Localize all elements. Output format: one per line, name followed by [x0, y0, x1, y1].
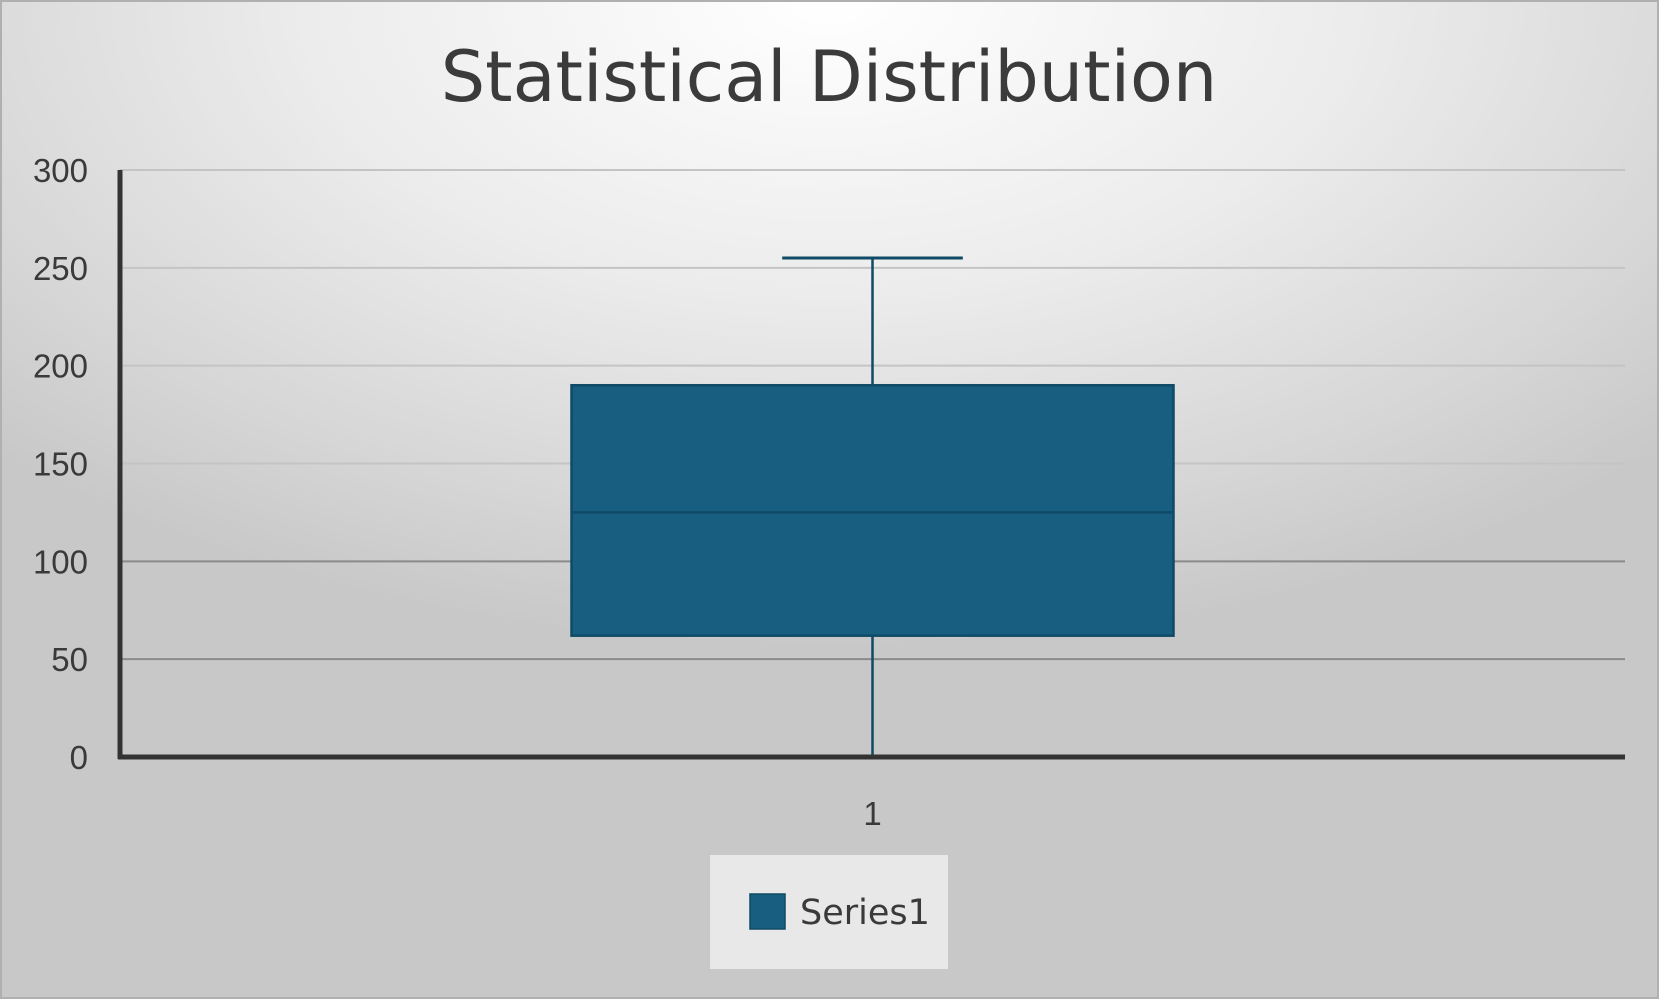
y-tick-label-0: 0 — [70, 739, 88, 776]
y-tick-label-200: 200 — [33, 348, 88, 385]
y-tick-label-100: 100 — [33, 543, 88, 580]
y-tick-label-50: 50 — [51, 641, 88, 678]
x-tick-label-1: 1 — [863, 795, 881, 832]
axes — [117, 170, 1625, 760]
legend-swatch-series1 — [749, 893, 786, 930]
x-axis-tick-labels: 1 — [863, 795, 881, 832]
y-axis-tick-labels: 0 50 100 150 200 250 300 — [33, 152, 88, 776]
box-iqr — [570, 383, 1175, 637]
box-plot-series — [570, 256, 1175, 757]
legend-label-series1: Series1 — [800, 893, 930, 933]
y-tick-label-300: 300 — [33, 152, 88, 189]
y-tick-label-250: 250 — [33, 250, 88, 287]
chart-title: Statistical Distribution — [441, 36, 1218, 118]
legend: Series1 — [710, 855, 948, 969]
y-tick-label-150: 150 — [33, 446, 88, 483]
